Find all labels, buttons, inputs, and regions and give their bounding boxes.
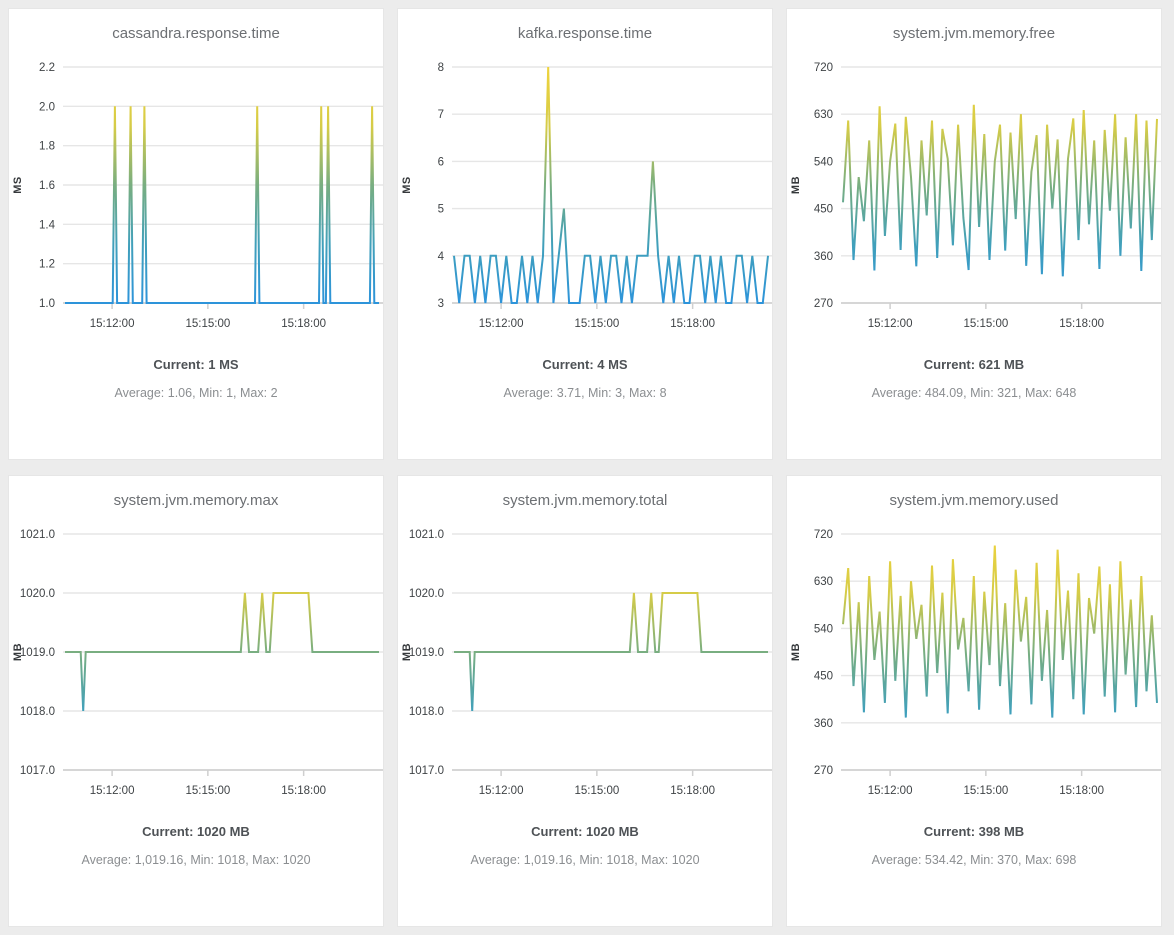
svg-text:15:15:00: 15:15:00: [185, 318, 230, 330]
current-value: Current: 1 MS: [153, 357, 239, 372]
stats-line: Average: 1.06, Min: 1, Max: 2: [114, 386, 278, 400]
svg-text:2.2: 2.2: [39, 62, 55, 74]
chart-footer: Current: 1 MS Average: 1.06, Min: 1, Max…: [9, 349, 383, 400]
svg-text:720: 720: [814, 529, 833, 541]
chart-title: cassandra.response.time: [112, 25, 280, 42]
chart-canvas: 1021.0 1020.0 1019.0 1018.0 1017.0 15:12:00 15…: [12, 529, 383, 797]
chart-panel-jvm-memory-max: system.jvm.memory.max 1021.0 1020.0 1019.0…: [8, 475, 384, 927]
svg-text:15:18:00: 15:18:00: [281, 318, 326, 330]
svg-text:720: 720: [814, 62, 833, 74]
stats-line: Average: 1,019.16, Min: 1018, Max: 1020: [470, 853, 700, 867]
chart-panel-cassandra-response-time: cassandra.response.time 2.2 2.0 1.8 1.6 1.4 1…: [8, 8, 384, 460]
chart-panel-jvm-memory-total: system.jvm.memory.total 1021.0 1020.0 1019…: [397, 475, 773, 927]
svg-text:1017.0: 1017.0: [20, 765, 55, 777]
svg-text:15:12:00: 15:12:00: [868, 785, 913, 797]
stats-line: Average: 1,019.16, Min: 1018, Max: 1020: [81, 853, 311, 867]
current-value: Current: 621 MB: [923, 357, 1025, 372]
chart-panel-kafka-response-time: kafka.response.time 8 7 6 5 4 3 15:12:00 15:15:…: [397, 8, 773, 460]
svg-text:1.4: 1.4: [39, 219, 56, 231]
stats-line: Average: 3.71, Min: 3, Max: 8: [503, 386, 667, 400]
svg-text:8: 8: [438, 62, 444, 74]
svg-text:15:12:00: 15:12:00: [479, 318, 524, 330]
svg-text:360: 360: [814, 251, 833, 263]
svg-text:1017.0: 1017.0: [409, 765, 444, 777]
svg-text:15:15:00: 15:15:00: [963, 785, 1008, 797]
svg-text:540: 540: [814, 156, 833, 168]
chart-footer: Current: 1020 MB Average: 1,019.16, Min:…: [398, 816, 772, 867]
chart-title: system.jvm.memory.max: [113, 492, 279, 509]
svg-text:15:18:00: 15:18:00: [670, 785, 715, 797]
svg-text:15:18:00: 15:18:00: [670, 318, 715, 330]
chart-panel-jvm-memory-free: system.jvm.memory.free 720 630 540 450 360 27…: [786, 8, 1162, 460]
svg-text:15:18:00: 15:18:00: [1059, 318, 1104, 330]
svg-text:1.8: 1.8: [39, 141, 55, 153]
chart-title: system.jvm.memory.used: [889, 492, 1059, 509]
svg-text:15:18:00: 15:18:00: [1059, 785, 1104, 797]
svg-text:270: 270: [814, 298, 833, 310]
svg-text:360: 360: [814, 718, 833, 730]
svg-text:1.2: 1.2: [39, 259, 55, 271]
svg-text:1018.0: 1018.0: [409, 706, 444, 718]
svg-text:450: 450: [814, 204, 833, 216]
svg-text:15:15:00: 15:15:00: [574, 785, 619, 797]
svg-text:270: 270: [814, 765, 833, 777]
svg-text:630: 630: [814, 109, 833, 121]
svg-text:630: 630: [814, 576, 833, 588]
stats-line: Average: 484.09, Min: 321, Max: 648: [871, 386, 1077, 400]
current-value: Current: 1020 MB: [142, 824, 250, 839]
svg-text:15:15:00: 15:15:00: [185, 785, 230, 797]
svg-text:MB: MB: [790, 643, 802, 661]
current-value: Current: 398 MB: [923, 824, 1025, 839]
chart-footer: Current: 398 MB Average: 534.42, Min: 37…: [787, 816, 1161, 867]
chart-footer: Current: 1020 MB Average: 1,019.16, Min:…: [9, 816, 383, 867]
svg-text:15:12:00: 15:12:00: [868, 318, 913, 330]
chart-canvas: 720 630 540 450 360 270 15:12:00 15:15:00 15:18:…: [790, 529, 1161, 797]
svg-text:MS: MS: [12, 176, 24, 194]
svg-text:3: 3: [438, 298, 444, 310]
svg-text:4: 4: [438, 251, 445, 263]
svg-text:450: 450: [814, 671, 833, 683]
chart-title: system.jvm.memory.free: [892, 25, 1056, 42]
svg-text:540: 540: [814, 623, 833, 635]
svg-text:15:12:00: 15:12:00: [90, 318, 135, 330]
svg-text:6: 6: [438, 156, 444, 168]
chart-canvas: 2.2 2.0 1.8 1.6 1.4 1.2 1.0 15:12:00 15:15:00 15:…: [12, 62, 383, 330]
svg-text:MB: MB: [401, 643, 413, 661]
svg-text:MB: MB: [12, 643, 24, 661]
svg-text:7: 7: [438, 109, 444, 121]
svg-text:15:18:00: 15:18:00: [281, 785, 326, 797]
svg-text:1.0: 1.0: [39, 298, 55, 310]
chart-canvas: 1021.0 1020.0 1019.0 1018.0 1017.0 15:12:00 15…: [401, 529, 772, 797]
svg-text:MS: MS: [401, 176, 413, 194]
svg-text:2.0: 2.0: [39, 101, 55, 113]
current-value: Current: 1020 MB: [531, 824, 639, 839]
svg-text:1019.0: 1019.0: [20, 647, 55, 659]
svg-text:1021.0: 1021.0: [409, 529, 444, 541]
chart-footer: Current: 4 MS Average: 3.71, Min: 3, Max…: [398, 349, 772, 400]
svg-text:1020.0: 1020.0: [20, 588, 55, 600]
svg-text:1019.0: 1019.0: [409, 647, 444, 659]
svg-text:15:15:00: 15:15:00: [574, 318, 619, 330]
chart-title: system.jvm.memory.total: [502, 492, 668, 509]
svg-text:15:12:00: 15:12:00: [479, 785, 524, 797]
svg-text:1018.0: 1018.0: [20, 706, 55, 718]
chart-canvas: 720 630 540 450 360 270 15:12:00 15:15:00 15:18:…: [790, 62, 1161, 330]
svg-text:1020.0: 1020.0: [409, 588, 444, 600]
chart-panel-jvm-memory-used: system.jvm.memory.used 720 630 540 450 360 27…: [786, 475, 1162, 927]
svg-text:1.6: 1.6: [39, 180, 55, 192]
svg-text:1021.0: 1021.0: [20, 529, 55, 541]
svg-text:15:15:00: 15:15:00: [963, 318, 1008, 330]
metrics-dashboard: cassandra.response.time 2.2 2.0 1.8 1.6 1.4 1…: [8, 8, 1166, 927]
chart-footer: Current: 621 MB Average: 484.09, Min: 32…: [787, 349, 1161, 400]
svg-text:15:12:00: 15:12:00: [90, 785, 135, 797]
chart-title: kafka.response.time: [517, 25, 653, 42]
current-value: Current: 4 MS: [542, 357, 628, 372]
svg-text:MB: MB: [790, 176, 802, 194]
chart-canvas: 8 7 6 5 4 3 15:12:00 15:15:00 15:18:00 MS: [401, 62, 772, 330]
svg-text:5: 5: [438, 204, 444, 216]
stats-line: Average: 534.42, Min: 370, Max: 698: [871, 853, 1077, 867]
